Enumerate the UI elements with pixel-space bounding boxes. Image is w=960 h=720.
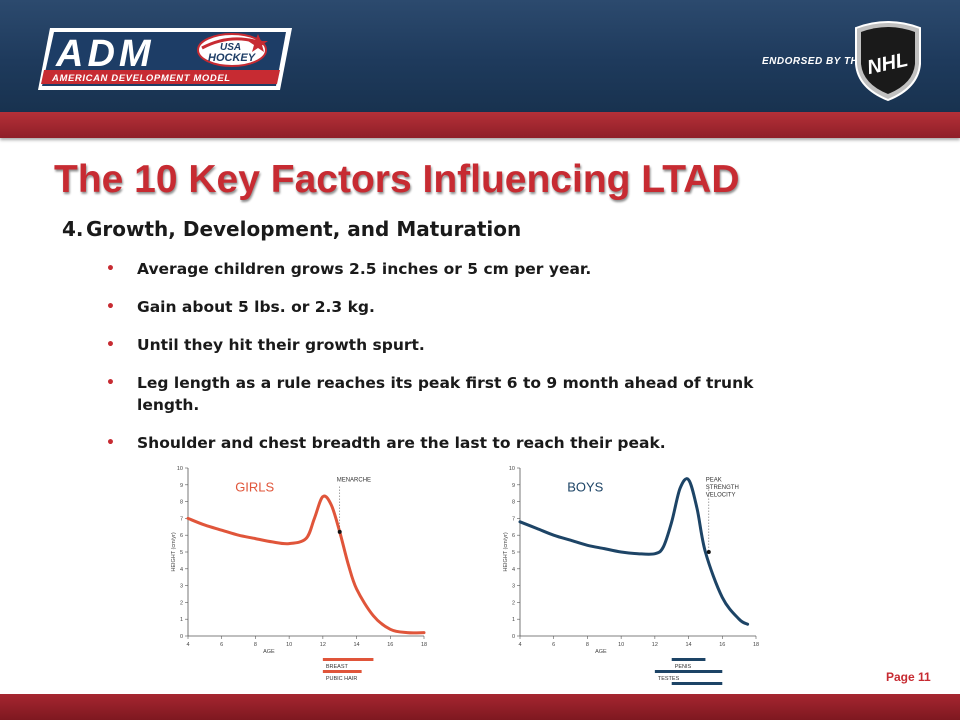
- y-tick-label: 10: [177, 466, 183, 472]
- y-tick-label: 3: [180, 584, 183, 590]
- x-tick-label: 16: [387, 642, 393, 648]
- bullet-item: Shoulder and chest breadth are the last …: [106, 432, 788, 454]
- x-tick-label: 10: [618, 642, 624, 648]
- y-tick-label: 6: [512, 533, 515, 539]
- x-tick-label: 6: [220, 642, 223, 648]
- footer-stripe: [0, 694, 960, 720]
- y-tick-label: 7: [180, 516, 183, 522]
- maturation-bar: [671, 682, 723, 685]
- y-tick-label: 3: [512, 584, 515, 590]
- bullet-item: Until they hit their growth spurt.: [106, 334, 788, 356]
- chart-title: BOYS: [567, 480, 603, 495]
- y-tick-label: 7: [512, 516, 515, 522]
- y-tick-label: 0: [180, 634, 183, 640]
- maturation-bar: [322, 658, 374, 661]
- nhl-shield-logo: NHL: [852, 18, 924, 102]
- maturation-bar-label: PUBIC HAIR: [326, 676, 358, 682]
- growth-curve: [518, 477, 750, 626]
- bullet-item: Gain about 5 lbs. or 2.3 kg.: [106, 296, 788, 318]
- header-stripe: [0, 112, 960, 138]
- x-tick-label: 8: [254, 642, 257, 648]
- y-tick-label: 5: [180, 550, 183, 556]
- annotation-label: PEAK: [706, 477, 722, 483]
- x-tick-label: 12: [320, 642, 326, 648]
- y-tick-label: 2: [512, 600, 515, 606]
- growth-curve: [186, 494, 426, 635]
- y-tick-label: 4: [512, 567, 515, 573]
- x-tick-label: 6: [552, 642, 555, 648]
- annotation-point: [706, 550, 711, 554]
- subheading-number: 4.: [62, 217, 84, 241]
- maturation-bar-label: BREAST: [326, 664, 349, 670]
- y-tick-label: 9: [180, 483, 183, 489]
- annotation-label: VELOCITY: [706, 492, 736, 498]
- x-tick-label: 14: [354, 642, 360, 648]
- adm-logo-text: ADM: [55, 33, 155, 75]
- y-tick-label: 9: [512, 483, 515, 489]
- y-tick-label: 4: [180, 567, 183, 573]
- page-number: Page 11: [886, 670, 931, 684]
- bullet-item: Leg length as a rule reaches its peak fi…: [106, 372, 788, 416]
- maturation-bar: [654, 670, 723, 673]
- annotation-label: STRENGTH: [706, 485, 739, 491]
- annotation-label: MENARCHE: [337, 477, 371, 483]
- annotation-point: [337, 529, 342, 534]
- y-tick-label: 10: [509, 466, 515, 472]
- y-tick-label: 1: [180, 617, 183, 623]
- y-axis-label: HEIGHT (cm/yr): [171, 532, 177, 571]
- x-tick-label: 18: [421, 642, 427, 648]
- y-tick-label: 6: [180, 533, 183, 539]
- x-tick-label: 18: [753, 642, 759, 648]
- y-axis-label: HEIGHT (cm/yr): [503, 532, 509, 571]
- y-tick-label: 2: [180, 600, 183, 606]
- chart-title: GIRLS: [235, 480, 274, 495]
- bullet-list: Average children grows 2.5 inches or 5 c…: [106, 258, 788, 470]
- slide-title: The 10 Key Factors Influencing LTAD: [54, 158, 740, 201]
- maturation-bar-label: PENIS: [675, 664, 692, 670]
- y-tick-label: 8: [180, 500, 183, 506]
- x-tick-label: 16: [719, 642, 725, 648]
- x-tick-label: 8: [586, 642, 589, 648]
- hockey-text: HOCKEY: [208, 52, 257, 64]
- endorsed-text: ENDORSED BY THE: [762, 56, 866, 67]
- subheading-text: Growth, Development, and Maturation: [86, 217, 522, 241]
- x-tick-label: 12: [652, 642, 658, 648]
- maturation-bar-label: TESTES: [658, 676, 680, 682]
- x-tick-label: 4: [518, 642, 521, 648]
- x-axis-label: AGE: [263, 649, 275, 655]
- usa-hockey-logo: USA HOCKEY: [197, 33, 268, 67]
- adm-logo: ADM AMERICAN DEVELOPMENT MODEL USA HOCKE…: [36, 24, 294, 94]
- y-tick-label: 5: [512, 550, 515, 556]
- subheading: 4. Growth, Development, and Maturation: [62, 217, 521, 241]
- x-tick-label: 4: [186, 642, 189, 648]
- star-icon: [248, 34, 268, 52]
- bullet-item: Average children grows 2.5 inches or 5 c…: [106, 258, 788, 280]
- y-tick-label: 0: [512, 634, 515, 640]
- usa-text: USA: [220, 42, 241, 53]
- maturation-bar: [671, 658, 706, 661]
- x-tick-label: 14: [686, 642, 692, 648]
- y-tick-label: 8: [512, 500, 515, 506]
- adm-logo-subtext: AMERICAN DEVELOPMENT MODEL: [51, 73, 231, 84]
- maturation-bar: [322, 670, 362, 673]
- y-tick-label: 1: [512, 617, 515, 623]
- x-tick-label: 10: [286, 642, 292, 648]
- x-axis-label: AGE: [595, 649, 607, 655]
